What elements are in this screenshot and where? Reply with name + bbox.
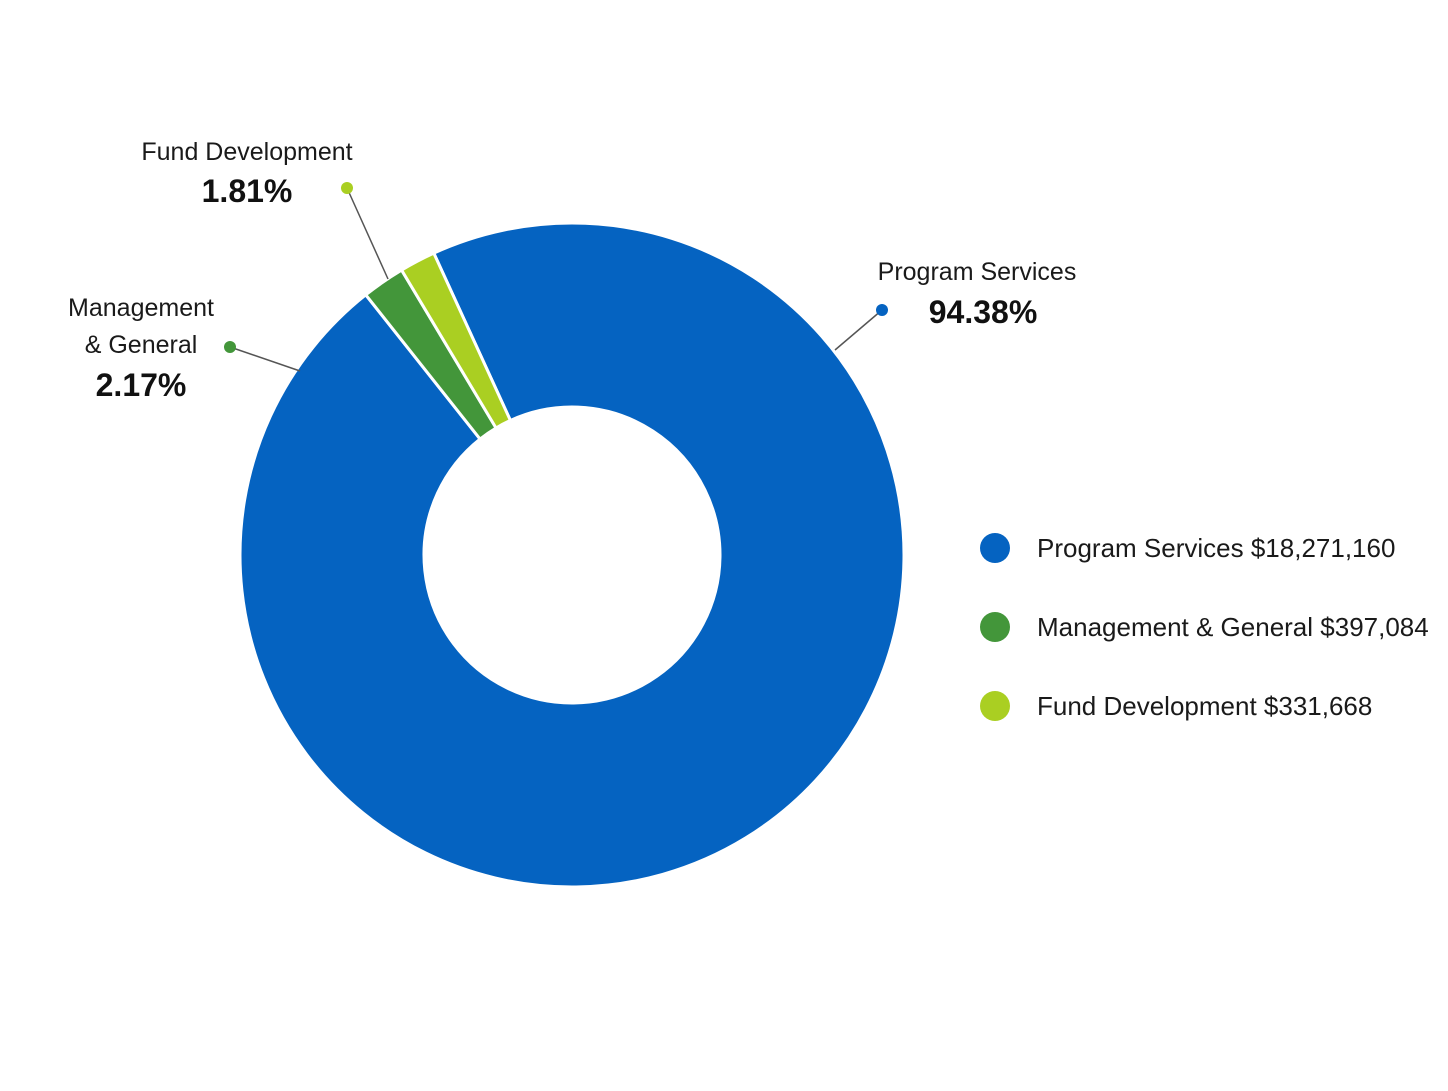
legend: Program Services $18,271,160 Management &… [980,533,1429,721]
legend-swatch [980,533,1010,563]
callout-management-and-general: Management & General 2.17% [68,294,301,403]
legend-label: Management & General $397,084 [1037,612,1429,642]
callout-program-services: Program Services 94.38% [834,258,1077,351]
callout-leader-line [229,346,301,372]
callout-name: & General [85,331,198,359]
callout-leader-line [834,309,883,351]
callout-percent: 1.81% [202,173,293,209]
callout-percent: 2.17% [96,367,187,403]
callout-name: Program Services [878,258,1077,286]
callout-dot [341,182,353,194]
legend-item-program-services: Program Services $18,271,160 [980,533,1395,563]
callout-percent: 94.38% [929,294,1038,330]
legend-label: Fund Development $331,668 [1037,691,1372,721]
slice-fund-development [399,251,513,431]
callout-dot [224,341,236,353]
slice-program-services [238,221,906,889]
legend-swatch [980,691,1010,721]
callout-leader-line [346,187,389,280]
legend-swatch [980,612,1010,642]
slice-callouts: Program Services 94.38% Management & Genera… [68,138,1076,403]
callout-dot [876,304,888,316]
callout-name: Management [68,294,214,322]
callout-name: Fund Development [141,138,352,166]
legend-label: Program Services $18,271,160 [1037,533,1395,563]
donut-slices [238,221,906,889]
legend-item-management-and-general: Management & General $397,084 [980,612,1429,642]
callout-fund-development: Fund Development 1.81% [141,138,389,280]
legend-item-fund-development: Fund Development $331,668 [980,691,1372,721]
